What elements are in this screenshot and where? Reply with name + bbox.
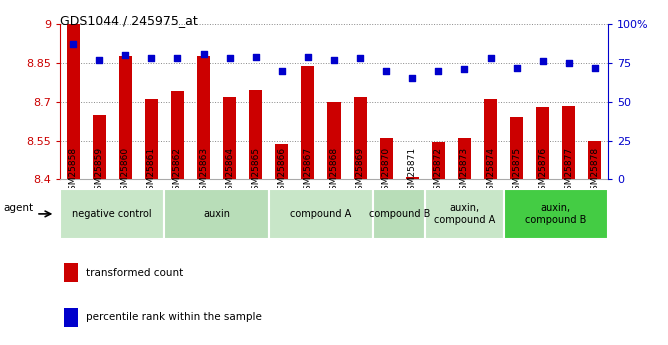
Text: GSM25861: GSM25861 [147,147,156,196]
Point [589,65,600,70]
Text: GSM25868: GSM25868 [329,147,339,196]
Bar [249,90,263,179]
Point [511,65,522,70]
Bar [373,189,426,239]
Point [172,56,183,61]
Text: GSM25874: GSM25874 [486,147,495,196]
Text: auxin,
compound B: auxin, compound B [525,203,587,225]
Bar [426,189,504,239]
Text: GSM25866: GSM25866 [277,147,287,196]
Bar [93,115,106,179]
Point [224,56,235,61]
Point [329,57,339,62]
Bar [269,189,373,239]
Text: GSM25877: GSM25877 [564,147,573,196]
Text: GSM25873: GSM25873 [460,147,469,196]
Text: auxin,
compound A: auxin, compound A [434,203,495,225]
Point [146,56,157,61]
Bar [405,177,419,179]
Bar [64,308,79,327]
Point [198,51,209,56]
Text: GSM25872: GSM25872 [434,147,443,196]
Point [433,68,444,73]
Point [277,68,287,73]
Bar [589,141,601,179]
Point [537,59,548,64]
Point [120,52,131,58]
Text: percentile rank within the sample: percentile rank within the sample [86,313,262,322]
Point [250,54,261,59]
Text: GSM25871: GSM25871 [407,147,417,196]
Text: GSM25859: GSM25859 [95,147,104,196]
Text: GSM25876: GSM25876 [538,147,547,196]
Bar [379,138,393,179]
Bar [432,142,445,179]
Text: GSM25869: GSM25869 [355,147,365,196]
Text: negative control: negative control [72,209,152,219]
Text: GSM25864: GSM25864 [225,147,234,196]
Bar [119,57,132,179]
Bar [64,263,79,282]
Text: GSM25865: GSM25865 [251,147,261,196]
Bar [458,138,471,179]
Text: auxin: auxin [203,209,230,219]
Bar [171,91,184,179]
Text: GSM25878: GSM25878 [591,147,599,196]
Bar [223,97,236,179]
Point [485,56,496,61]
Point [459,66,470,72]
Bar [562,106,575,179]
Point [381,68,391,73]
Point [407,76,418,81]
Text: transformed count: transformed count [86,268,183,277]
Bar [484,99,497,179]
Text: compound B: compound B [369,209,430,219]
Bar [301,66,315,179]
Bar [197,57,210,179]
Text: GSM25867: GSM25867 [303,147,313,196]
Text: GSM25870: GSM25870 [381,147,391,196]
Text: GDS1044 / 245975_at: GDS1044 / 245975_at [60,14,198,27]
Bar [504,189,608,239]
Text: compound A: compound A [291,209,351,219]
Bar [353,97,367,179]
Bar [510,117,523,179]
Point [303,54,313,59]
Bar [327,102,341,179]
Bar [275,145,289,179]
Point [94,57,105,62]
Bar [67,24,79,179]
Point [563,60,574,66]
Point [355,56,365,61]
Text: GSM25858: GSM25858 [69,147,77,196]
Text: GSM25875: GSM25875 [512,147,521,196]
Text: GSM25860: GSM25860 [121,147,130,196]
Bar [60,189,164,239]
Point [68,41,79,47]
Bar [536,107,549,179]
Bar [145,99,158,179]
Bar [164,189,269,239]
Text: agent: agent [3,204,33,213]
Text: GSM25862: GSM25862 [173,147,182,196]
Text: GSM25863: GSM25863 [199,147,208,196]
